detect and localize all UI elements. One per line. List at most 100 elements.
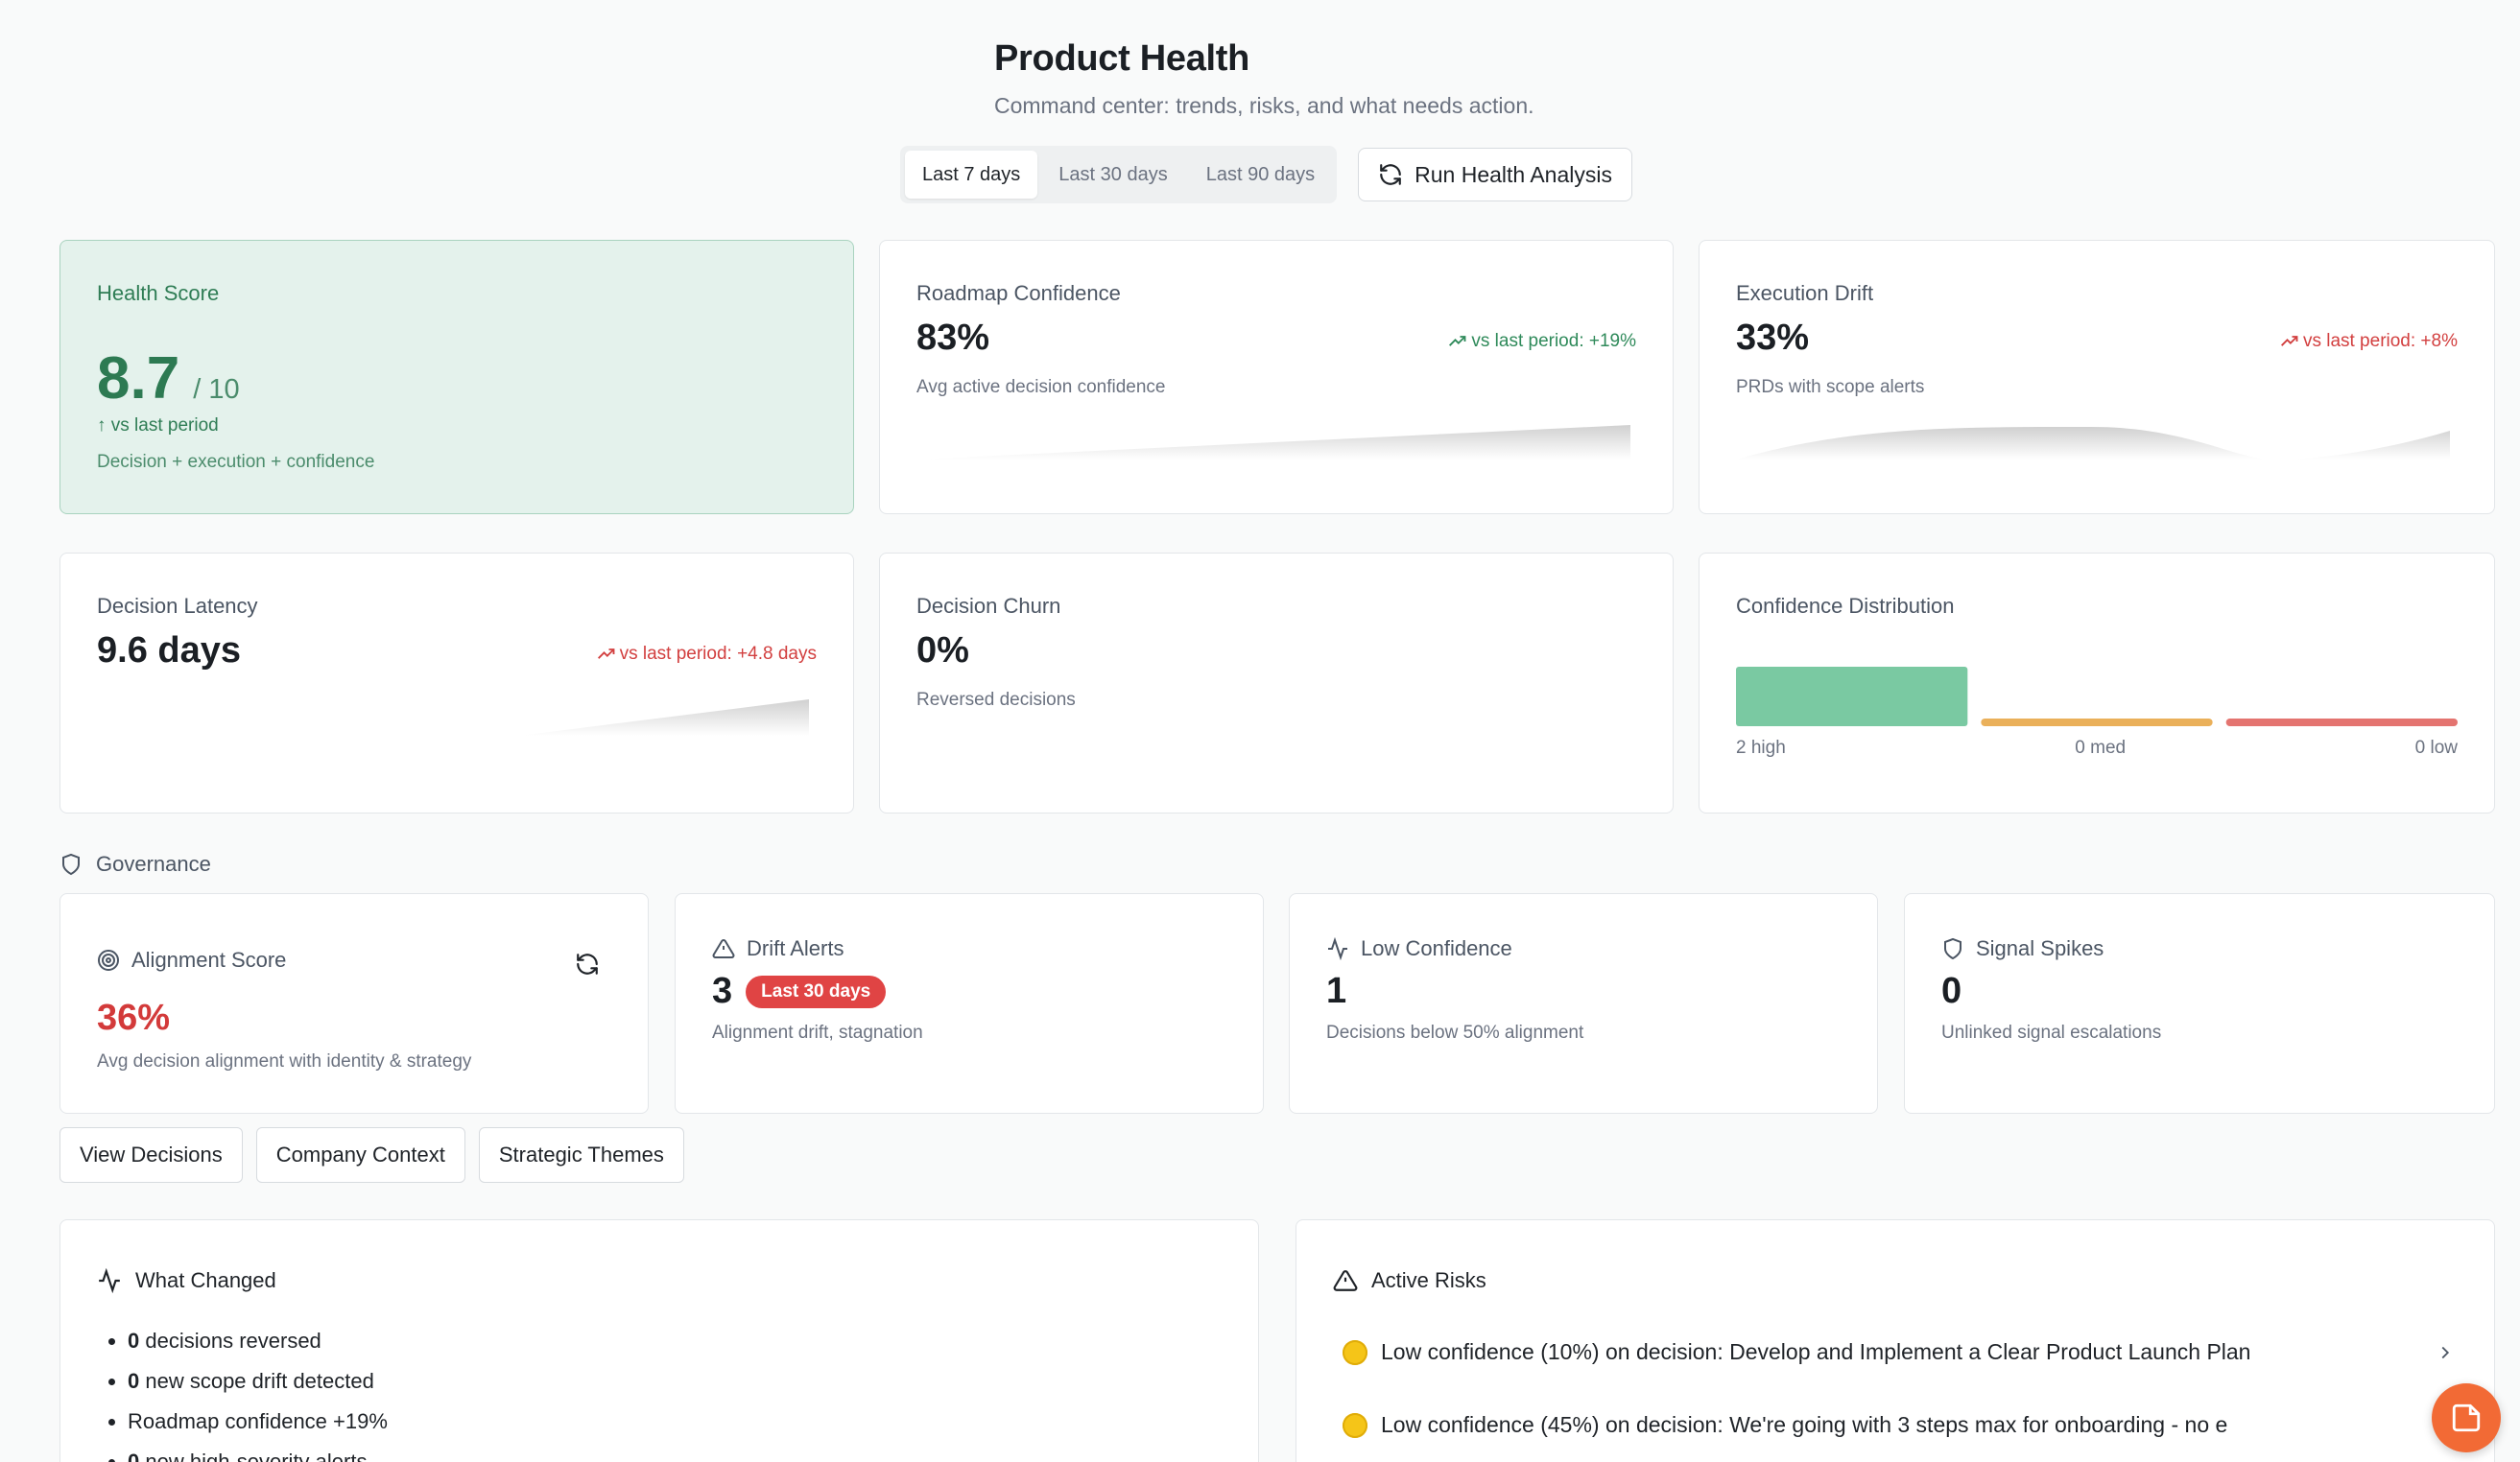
confidence-distribution-card: Confidence Distribution 2 high 0 med 0 l… [1699, 553, 2495, 814]
health-score-note: Decision + execution + confidence [97, 452, 375, 472]
page-subtitle: Command center: trends, risks, and what … [994, 93, 1534, 118]
company-context-button[interactable]: Company Context [255, 1127, 465, 1183]
refresh-icon [1380, 164, 1401, 185]
activity-icon [1328, 937, 1347, 960]
active-risks-title: Active Risks [1371, 1268, 1486, 1292]
low-confidence-header: Low Confidence [1326, 936, 1512, 961]
list-item: 0 new scope drift detected [128, 1366, 388, 1406]
change-count: 0 [128, 1369, 140, 1393]
page-title: Product Health [994, 38, 1250, 79]
change-text: new high-severity alerts [139, 1450, 368, 1462]
roadmap-confidence-trend: vs last period: +19% [1448, 331, 1636, 352]
health-score-card: Health Score 8.7 / 10 ↑ vs last period D… [59, 240, 854, 514]
shield-icon [62, 853, 80, 876]
dist-bar-high [1736, 667, 1968, 726]
signal-spikes-label: Signal Spikes [1976, 936, 2104, 960]
alignment-score-sub: Avg decision alignment with identity & s… [97, 1051, 472, 1072]
roadmap-confidence-sub: Avg active decision confidence [916, 377, 1166, 397]
execution-drift-sub: PRDs with scope alerts [1736, 377, 1925, 397]
yellow-circle-icon [1343, 1412, 1367, 1438]
health-score-number: 8.7 [97, 345, 180, 412]
active-risks-panel: Active Risks Low confidence (10%) on dec… [1296, 1219, 2495, 1462]
run-health-analysis-button[interactable]: Run Health Analysis [1358, 148, 1632, 201]
dist-bar-med [1981, 719, 2213, 726]
target-icon [98, 950, 119, 971]
confidence-distribution-bars [1736, 667, 2458, 726]
strategic-themes-button[interactable]: Strategic Themes [478, 1127, 684, 1183]
drift-alerts-card: Drift Alerts 3 Last 30 days Alignment dr… [675, 893, 1264, 1114]
roadmap-confidence-value: 83% [916, 318, 990, 358]
change-count: 0 [128, 1450, 140, 1462]
what-changed-title: What Changed [135, 1268, 276, 1292]
range-last-90-days[interactable]: Last 90 days [1189, 151, 1332, 199]
what-changed-header: What Changed [97, 1268, 276, 1293]
active-risks-header: Active Risks [1333, 1268, 1486, 1293]
range-last-30-days[interactable]: Last 30 days [1041, 151, 1184, 199]
governance-heading: Governance [59, 852, 211, 877]
signal-spikes-value: 0 [1941, 971, 1962, 1011]
health-score-trend: ↑ vs last period [97, 415, 219, 436]
latency-trend-text: vs last period: +4.8 days [619, 644, 817, 664]
risk-item[interactable]: Low confidence (10%) on decision: Develo… [1343, 1339, 2456, 1365]
drift-trend-text: vs last period: +8% [2302, 331, 2458, 351]
range-last-7-days[interactable]: Last 7 days [905, 151, 1038, 199]
confidence-distribution-labels: 2 high 0 med 0 low [1736, 738, 2458, 759]
low-confidence-value: 1 [1326, 971, 1347, 1011]
yellow-circle-icon [1343, 1339, 1367, 1365]
execution-drift-card: Execution Drift 33% vs last period: +8% … [1699, 240, 2495, 514]
low-confidence-card: Low Confidence 1 Decisions below 50% ali… [1289, 893, 1878, 1114]
activity-icon [99, 1268, 120, 1293]
view-decisions-button[interactable]: View Decisions [59, 1127, 243, 1183]
refresh-icon [577, 954, 598, 975]
change-text: decisions reversed [139, 1329, 321, 1353]
risk-text: Low confidence (10%) on decision: Develo… [1381, 1339, 2251, 1364]
decision-latency-label: Decision Latency [97, 594, 258, 618]
low-confidence-label: Low Confidence [1361, 936, 1512, 960]
alignment-score-header: Alignment Score [97, 948, 286, 973]
toolbar: Last 7 days Last 30 days Last 90 days Ru… [900, 146, 1632, 203]
risk-text: Low confidence (45%) on decision: We're … [1381, 1412, 2228, 1437]
governance-heading-label: Governance [96, 852, 211, 876]
change-text: new scope drift detected [139, 1369, 374, 1393]
drift-alerts-value: 3 [712, 971, 733, 1011]
roadmap-sparkline [916, 425, 1630, 460]
drift-sparkline [1736, 427, 2450, 460]
trending-up-icon [2280, 336, 2298, 346]
time-range-selector: Last 7 days Last 30 days Last 90 days [900, 146, 1338, 203]
chevron-right-icon [2441, 1346, 2450, 1358]
decision-churn-label: Decision Churn [916, 594, 1061, 618]
what-changed-list: 0 decisions reversed 0 new scope drift d… [128, 1326, 388, 1462]
trending-up-icon [597, 648, 614, 659]
low-confidence-sub: Decisions below 50% alignment [1326, 1023, 1584, 1043]
roadmap-confidence-label: Roadmap Confidence [916, 281, 1121, 305]
feedback-fab-button[interactable] [2432, 1383, 2501, 1452]
signal-spikes-sub: Unlinked signal escalations [1941, 1023, 2162, 1043]
page-header: Product Health Command center: trends, r… [994, 38, 1534, 119]
run-health-analysis-label: Run Health Analysis [1415, 161, 1612, 187]
health-score-value: 8.7 / 10 [97, 344, 240, 413]
arrow-up-icon: ↑ [97, 415, 107, 436]
shield-icon [1944, 937, 1961, 960]
decision-latency-card: Decision Latency 9.6 days vs last period… [59, 553, 854, 814]
drift-alerts-badge: Last 30 days [746, 975, 887, 1008]
latency-sparkline [519, 699, 809, 736]
health-score-denominator: / 10 [193, 374, 240, 405]
confidence-distribution-label: Confidence Distribution [1736, 594, 1955, 618]
alert-triangle-icon [712, 938, 735, 958]
alignment-refresh-button[interactable] [575, 952, 600, 981]
execution-drift-value: 33% [1736, 318, 1810, 358]
dist-label-low: 0 low [2414, 738, 2458, 758]
signal-spikes-card: Signal Spikes 0 Unlinked signal escalati… [1904, 893, 2495, 1114]
drift-alerts-value-row: 3 Last 30 days [712, 971, 887, 1012]
execution-drift-label: Execution Drift [1736, 281, 1874, 305]
decision-churn-card: Decision Churn 0% Reversed decisions [879, 553, 1674, 814]
trending-up-icon [1449, 336, 1466, 346]
dist-label-high: 2 high [1736, 738, 1786, 758]
decision-latency-value: 9.6 days [97, 630, 241, 671]
list-item: Roadmap confidence +19% [128, 1406, 388, 1447]
risk-item[interactable]: Low confidence (45%) on decision: We're … [1343, 1412, 2456, 1438]
alignment-score-value: 36% [97, 998, 171, 1038]
alignment-score-card: Alignment Score 36% Avg decision alignme… [59, 893, 649, 1114]
decision-churn-value: 0% [916, 630, 969, 671]
alignment-score-label: Alignment Score [131, 948, 287, 972]
